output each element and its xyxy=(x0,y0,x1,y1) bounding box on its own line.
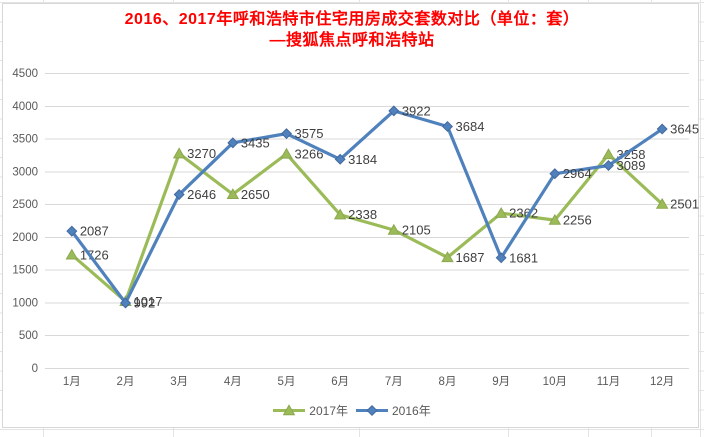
data-point-label: 3270 xyxy=(187,146,216,161)
data-point-label: 3645 xyxy=(670,122,699,137)
chart-title-line1: 2016、2017年呼和浩特市住宅用房成交套数对比（单位：套） xyxy=(124,11,580,28)
data-point-label: 2650 xyxy=(241,187,270,202)
data-point-marker-diamond xyxy=(549,168,561,180)
y-tick-label: 1000 xyxy=(12,297,38,309)
x-tick-label: 7月 xyxy=(385,376,403,388)
y-tick-label: 0 xyxy=(32,363,38,375)
data-point-marker-triangle xyxy=(333,208,347,220)
data-point-marker-diamond xyxy=(66,225,78,237)
y-tick-label: 3500 xyxy=(12,134,38,146)
y-tick-label: 3000 xyxy=(12,166,38,178)
x-tick-label: 9月 xyxy=(492,376,510,388)
data-point-marker-triangle xyxy=(655,197,669,209)
data-point-label: 1687 xyxy=(456,250,485,265)
data-point-marker-diamond xyxy=(366,404,378,416)
legend-label: 2016年 xyxy=(392,403,431,418)
data-point-marker-diamond xyxy=(173,189,185,201)
data-point-marker-triangle xyxy=(548,213,562,225)
y-tick-label: 1500 xyxy=(12,265,38,277)
data-point-label: 3258 xyxy=(617,147,646,162)
y-tick-label: 4000 xyxy=(12,101,38,113)
data-point-marker-triangle xyxy=(226,188,240,199)
x-tick-label: 4月 xyxy=(224,376,242,388)
data-point-marker-diamond xyxy=(656,123,668,135)
x-tick-label: 12月 xyxy=(650,376,674,388)
x-tick-label: 10月 xyxy=(543,376,567,388)
legend-label: 2017年 xyxy=(309,403,348,418)
legend-diamond-icon xyxy=(356,404,388,416)
x-tick-label: 3月 xyxy=(170,376,188,388)
legend-triangle-icon xyxy=(273,403,306,415)
data-point-marker-triangle xyxy=(283,403,296,415)
data-point-label: 2338 xyxy=(348,207,377,222)
legend-item-2017年[interactable]: 2017年 xyxy=(273,402,348,419)
data-point-label: 1017 xyxy=(134,294,163,309)
data-point-label: 2501 xyxy=(670,197,699,212)
data-point-label: 3435 xyxy=(241,135,270,150)
data-point-label: 3089 xyxy=(617,158,646,173)
y-tick-label: 500 xyxy=(19,330,38,342)
data-point-label: 3684 xyxy=(456,119,485,134)
data-point-label: 2256 xyxy=(563,213,592,228)
data-point-label: 3922 xyxy=(402,103,431,118)
data-point-marker-triangle xyxy=(387,223,401,235)
data-point-marker-triangle xyxy=(494,206,508,218)
x-tick-label: 5月 xyxy=(278,376,296,388)
chart-title-line2: —搜狐焦点呼和浩特站 xyxy=(269,32,435,49)
data-point-marker-diamond xyxy=(388,105,400,117)
legend: 2017年 2016年 xyxy=(0,401,704,419)
data-point-marker-diamond xyxy=(441,120,454,133)
series-2016年: 2087 992 2646 3435 3575 3184 3922 3684 1681 2964 3… xyxy=(66,103,699,310)
x-tick-label: 6月 xyxy=(331,376,349,388)
chart-title: 2016、2017年呼和浩特市住宅用房成交套数对比（单位：套） —搜狐焦点呼和浩… xyxy=(0,9,704,51)
data-point-label: 3184 xyxy=(348,152,377,167)
data-point-marker-diamond xyxy=(495,252,507,264)
data-point-marker-triangle xyxy=(441,251,454,263)
data-point-label: 3266 xyxy=(295,146,324,161)
x-tick-label: 8月 xyxy=(439,376,457,388)
data-point-label: 2087 xyxy=(80,224,109,239)
data-point-marker-diamond xyxy=(119,297,132,309)
data-point-marker-diamond xyxy=(280,128,293,140)
data-point-label: 1681 xyxy=(509,250,538,265)
series-line xyxy=(70,109,664,305)
x-tick-label: 1月 xyxy=(63,376,81,388)
data-point-label: 2105 xyxy=(402,223,431,238)
data-point-marker-diamond xyxy=(334,153,346,165)
data-point-marker-triangle xyxy=(172,147,186,159)
x-tick-label: 11月 xyxy=(597,376,620,388)
y-tick-label: 2000 xyxy=(12,232,38,244)
data-point-marker-diamond xyxy=(227,137,239,149)
legend-item-2016年[interactable]: 2016年 xyxy=(356,402,431,419)
series-line xyxy=(70,152,664,303)
data-point-marker-diamond xyxy=(602,159,615,172)
data-point-label: 992 xyxy=(134,295,156,310)
data-point-marker-triangle xyxy=(280,147,293,159)
y-tick-label: 2500 xyxy=(12,199,38,211)
data-point-label: 2646 xyxy=(187,187,216,202)
data-point-marker-triangle xyxy=(602,148,615,160)
data-point-label: 2964 xyxy=(563,166,592,181)
data-point-label: 3575 xyxy=(295,126,324,141)
data-point-marker-triangle xyxy=(65,248,79,260)
x-tick-label: 2月 xyxy=(117,376,135,388)
y-tick-label: 4500 xyxy=(12,68,38,80)
